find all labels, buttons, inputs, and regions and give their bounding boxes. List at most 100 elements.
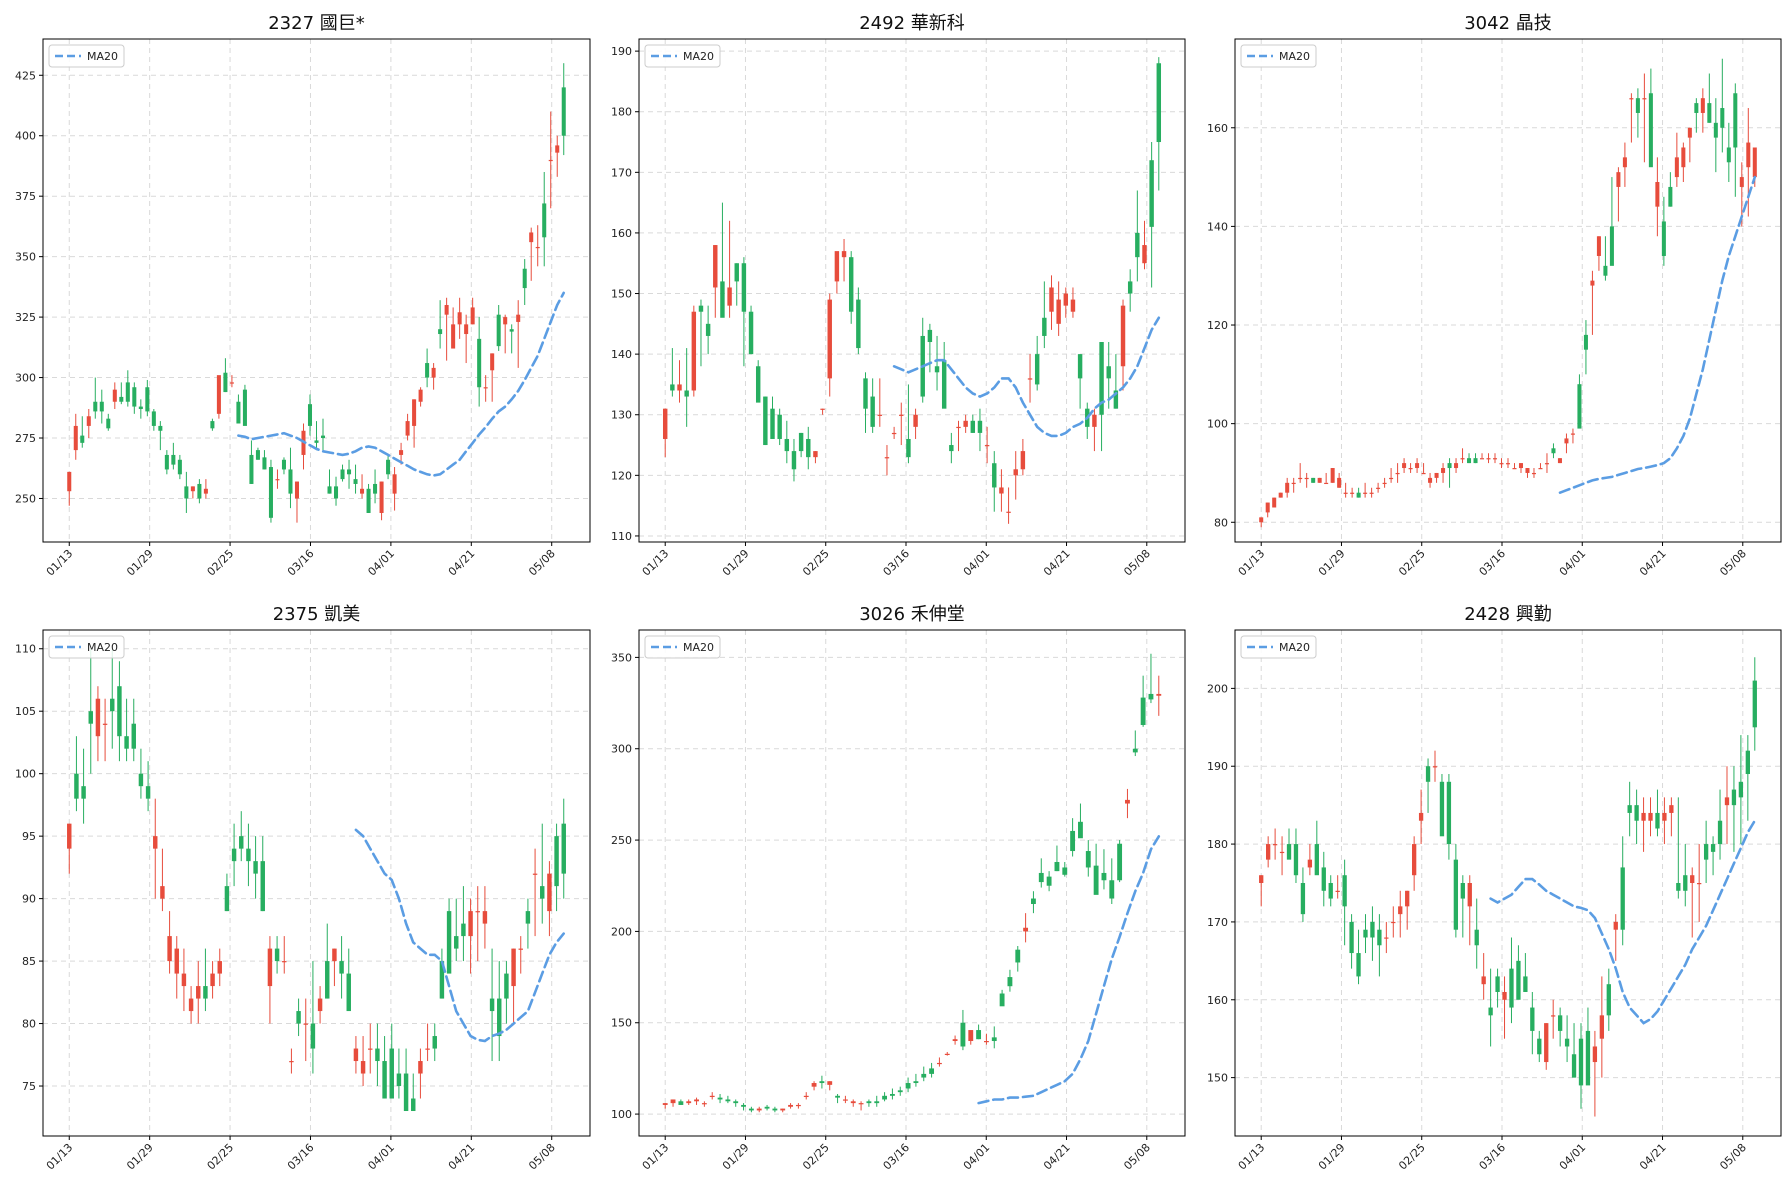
candle (1492, 453, 1498, 464)
candle-body (332, 948, 337, 962)
x-tick-label: 03/16 (1477, 1141, 1509, 1173)
candle-body (1733, 93, 1738, 148)
candle-body (223, 372, 228, 393)
candle-body (1125, 799, 1130, 804)
candle (1620, 836, 1625, 946)
candle (1439, 774, 1445, 837)
candle-body (303, 1023, 308, 1025)
candle-body (1531, 472, 1536, 475)
y-tick-label: 170 (611, 166, 632, 179)
candle (956, 420, 961, 452)
candle-body (827, 299, 832, 379)
candle (438, 300, 443, 349)
candle-body (1006, 511, 1011, 513)
candle (1132, 730, 1138, 757)
candle (770, 396, 775, 439)
candle-body (1070, 830, 1076, 852)
candle-body (1298, 477, 1303, 480)
candle (906, 384, 911, 464)
y-tick-label: 140 (611, 348, 632, 361)
candle-body (1700, 98, 1705, 113)
candle-body (1062, 867, 1068, 875)
candle (1551, 443, 1556, 459)
candle (274, 936, 280, 974)
candle (1006, 487, 1011, 524)
candle-body (684, 390, 689, 397)
candle (229, 375, 234, 388)
candle (1259, 875, 1264, 907)
candle (1629, 93, 1634, 143)
candle-body (874, 1101, 880, 1104)
candle-body (145, 786, 151, 799)
candle-body (976, 1030, 982, 1040)
candle-body (834, 251, 840, 282)
candle (1370, 906, 1375, 961)
candle (320, 418, 326, 451)
candle-body (905, 1083, 911, 1089)
candle-body (1285, 482, 1290, 493)
candle (1099, 342, 1104, 452)
candle-body (1609, 226, 1614, 266)
candle-body (1291, 482, 1296, 485)
candle (67, 823, 72, 874)
y-tick-label: 190 (1207, 760, 1228, 773)
candle (720, 202, 725, 318)
candle (88, 648, 93, 774)
candle-body (431, 367, 436, 378)
candle (289, 1048, 294, 1074)
candle (389, 1023, 394, 1099)
candle-body (561, 823, 566, 874)
candle (548, 111, 553, 209)
x-tick-label: 04/21 (446, 547, 478, 579)
candle (153, 798, 158, 899)
candle (858, 1101, 864, 1111)
y-tick-label: 250 (15, 492, 36, 505)
candle-body (518, 948, 523, 950)
candle (891, 426, 897, 439)
candle-body (748, 311, 754, 355)
candle (164, 450, 169, 475)
y-tick-label: 100 (1207, 418, 1228, 431)
candle (511, 948, 516, 1024)
candle-body (412, 399, 417, 426)
candle (1648, 797, 1653, 837)
candle-body (889, 1093, 895, 1096)
candle-body (540, 886, 545, 899)
candle (1694, 98, 1699, 133)
candle (850, 1099, 856, 1107)
candle (1531, 468, 1536, 478)
candle-body (470, 307, 475, 325)
candle-body (1473, 458, 1478, 464)
y-tick-label: 300 (15, 372, 36, 385)
candle (106, 413, 111, 431)
candle-body (1101, 872, 1107, 881)
candle-body (921, 1073, 927, 1078)
candle-body (1703, 844, 1709, 860)
candle-body (863, 378, 868, 409)
candle-body (1648, 812, 1653, 821)
chart-title: 3042 晶技 (1464, 13, 1552, 34)
candle-body (1516, 960, 1521, 1000)
candle-body (798, 432, 804, 452)
candle-body (850, 1101, 856, 1104)
candle-body (1687, 127, 1692, 138)
candle (1738, 735, 1744, 845)
candle-body (396, 1073, 402, 1087)
candle-body (1148, 693, 1154, 700)
candle (1745, 735, 1750, 821)
candle (1027, 354, 1033, 403)
legend-ma20-label: MA20 (1279, 50, 1310, 63)
candle-body (1085, 851, 1091, 868)
candle (532, 848, 538, 937)
candle (555, 135, 560, 177)
candle (360, 1036, 366, 1087)
x-tick-label: 04/01 (1557, 1141, 1589, 1173)
candle (1499, 458, 1504, 469)
candle (379, 481, 384, 521)
candle-body (968, 1030, 974, 1042)
candle-body (1335, 890, 1340, 892)
candle (1285, 477, 1290, 498)
candle (725, 1095, 731, 1104)
chart-panel: 80 100 120 140 160 01/13 01/29 02/25 03/16 04/01 0… (1207, 13, 1782, 579)
candle-body (99, 401, 104, 412)
